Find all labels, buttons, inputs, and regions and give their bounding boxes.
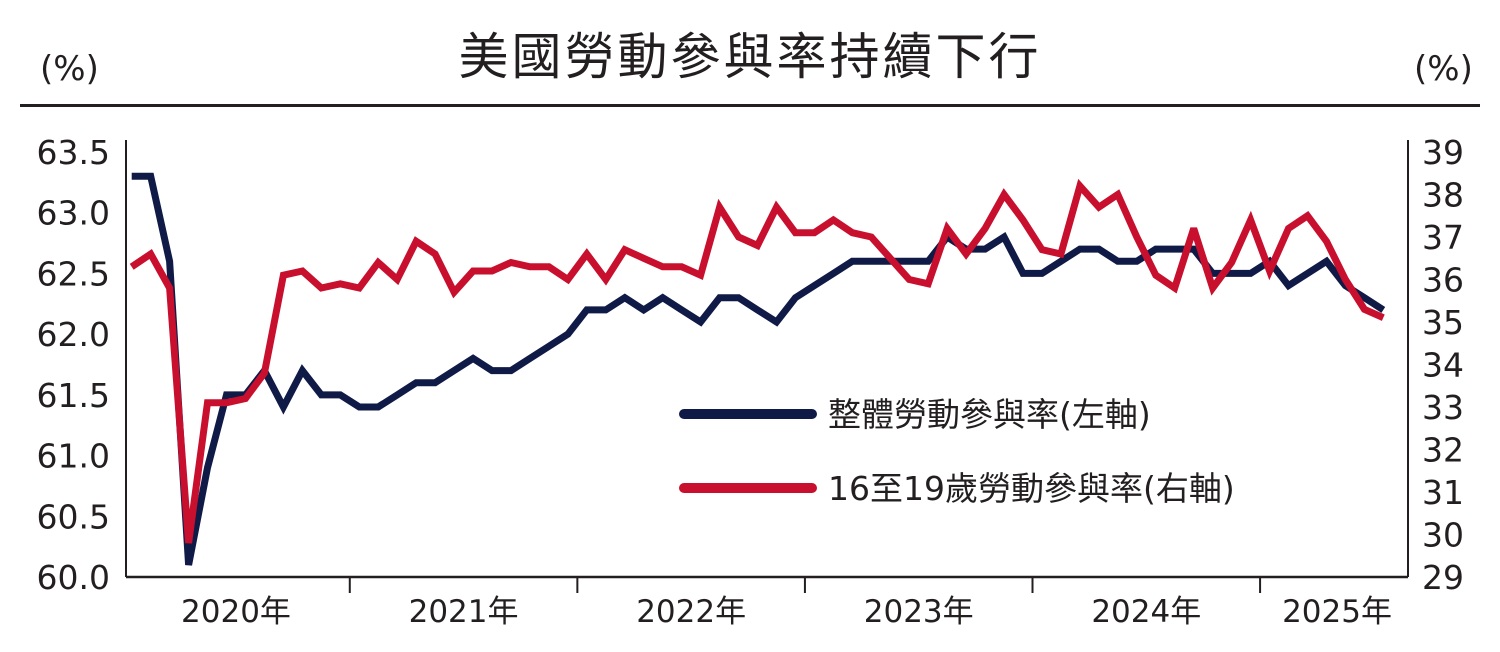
series-layer (129, 172, 1386, 566)
y-right-tick-label: 32 (1422, 431, 1464, 470)
legend-label: 整體勞動參與率(左軸) (828, 395, 1151, 434)
x-tick-label: 2024年 (1091, 594, 1201, 630)
x-tick-label: 2023年 (864, 594, 974, 630)
y-left-tick-label: 63.5 (37, 133, 110, 172)
y-right-tick-label: 30 (1422, 516, 1464, 555)
series-line-overall (131, 172, 1386, 566)
y-right-tick-label: 34 (1422, 346, 1464, 385)
y-left-tick-label: 61.0 (37, 437, 110, 476)
y-right-tick-label: 31 (1422, 473, 1464, 512)
right-axis-unit: (%) (1414, 49, 1473, 89)
y-left-tick-label: 63.0 (37, 194, 110, 233)
chart-title: 美國勞動參與率持續下行 (458, 28, 1042, 86)
y-right-tick-label: 39 (1422, 133, 1464, 172)
y-right-tick-label: 36 (1422, 261, 1464, 300)
y-right-tick-label: 29 (1422, 558, 1464, 597)
y-right-tick-label: 33 (1422, 388, 1464, 427)
x-tick-label: 2022年 (636, 594, 746, 630)
y-left-tick-label: 61.5 (37, 376, 110, 415)
chart-legend: 整體勞動參與率(左軸) 16至19歲勞動參與率(右軸) (679, 395, 1235, 508)
title-divider (20, 104, 1480, 107)
y-left-tick-label: 60.5 (37, 497, 110, 536)
y-left-tick-label: 62.5 (37, 254, 110, 293)
x-tick-label: 2020年 (181, 594, 291, 630)
y-left-tick-label: 60.0 (37, 558, 110, 597)
y-right-tick-label: 37 (1422, 218, 1464, 257)
y-left-tick-label: 62.0 (37, 315, 110, 354)
left-axis-unit: (%) (40, 49, 99, 89)
x-tick-label: 2025年 (1282, 594, 1392, 630)
y-right-tick-label: 38 (1422, 176, 1464, 215)
legend-label: 16至19歲勞動參與率(右軸) (828, 469, 1235, 508)
y-right-tick-label: 35 (1422, 303, 1464, 342)
series-line-age-16-19 (129, 178, 1385, 544)
x-tick-label: 2021年 (409, 594, 519, 630)
